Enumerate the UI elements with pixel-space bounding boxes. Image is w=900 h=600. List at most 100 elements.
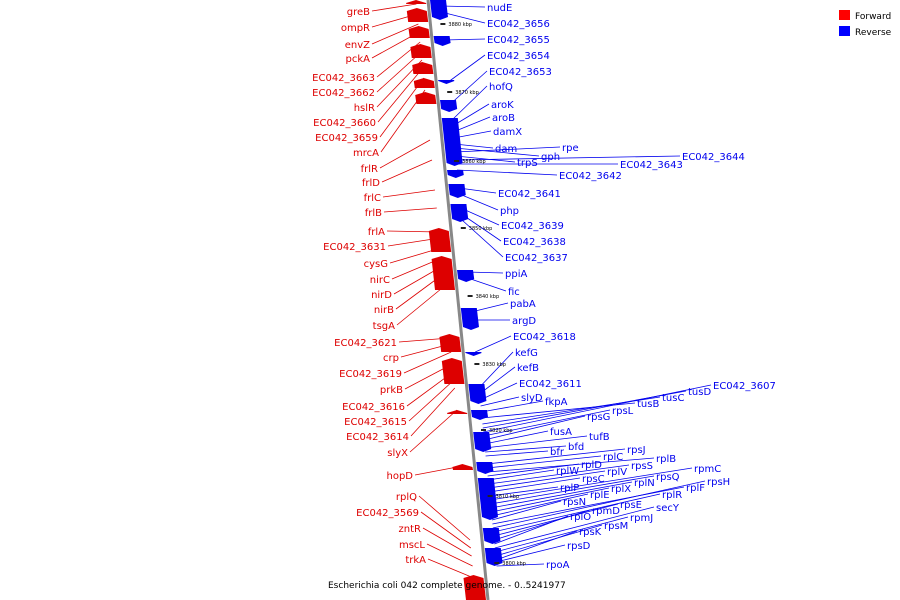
reverse-connector xyxy=(451,85,488,121)
reverse-gene-block xyxy=(450,204,469,222)
legend: Forward Reverse xyxy=(839,10,892,38)
forward-gene-label: EC042_3659 xyxy=(315,133,378,144)
forward-gene-label: frlD xyxy=(362,178,380,189)
forward-gene-label: greB xyxy=(347,7,370,18)
reverse-connector xyxy=(484,435,588,449)
forward-gene-label: EC042_3662 xyxy=(312,88,375,99)
reverse-gene-label: trpS xyxy=(517,158,538,169)
reverse-gene-block xyxy=(484,548,503,566)
tick-label: 3860 kbp xyxy=(462,159,486,165)
reverse-connector xyxy=(454,143,494,149)
reverse-gene-block xyxy=(482,528,501,544)
reverse-connector xyxy=(489,477,581,493)
forward-gene-label: zntR xyxy=(399,524,422,535)
reverse-gene-block xyxy=(447,170,464,178)
forward-gene-block xyxy=(439,334,462,352)
reverse-gene-label: tufB xyxy=(589,432,610,443)
tick-label: 3880 kbp xyxy=(448,22,472,28)
reverse-gene-block xyxy=(471,410,488,420)
reverse-gene-block xyxy=(476,462,494,474)
reverse-gene-label: hofQ xyxy=(489,82,513,93)
tick-label: 3840 kbp xyxy=(476,294,500,300)
forward-connector xyxy=(376,51,422,93)
reverse-connector xyxy=(480,396,520,407)
reverse-gene-block xyxy=(468,384,487,404)
forward-gene-label: trkA xyxy=(405,555,426,566)
forward-gene-label: nirC xyxy=(370,275,390,286)
forward-gene-block xyxy=(412,62,434,74)
reverse-connector xyxy=(486,455,602,469)
forward-gene-label: ompR xyxy=(341,23,370,34)
reverse-gene-label: EC042_3655 xyxy=(487,35,550,46)
reverse-gene-block xyxy=(457,270,475,282)
reverse-gene-label: rpsE xyxy=(620,500,642,511)
reverse-connector xyxy=(441,11,486,24)
reverse-connector xyxy=(483,384,712,433)
reverse-connector xyxy=(487,469,555,481)
forward-gene-label: EC042_3619 xyxy=(339,369,402,380)
forward-gene-block xyxy=(431,256,455,290)
reverse-gene-label: rplF xyxy=(686,483,705,494)
reverse-connector xyxy=(481,402,636,419)
reverse-gene-label: rpsG xyxy=(587,412,610,423)
genome-backbone xyxy=(426,0,490,600)
reverse-connector xyxy=(475,335,512,353)
reverse-connector xyxy=(443,38,486,41)
reverse-gene-label: rpsH xyxy=(707,477,730,488)
reverse-connector xyxy=(485,450,549,457)
reverse-gene-label: rplN xyxy=(634,478,655,489)
forward-gene-label: frlC xyxy=(364,193,381,204)
reverse-gene-block xyxy=(477,478,498,520)
forward-connector xyxy=(403,351,452,374)
reverse-gene-label: rplO xyxy=(570,512,591,523)
forward-gene-label: frlA xyxy=(368,227,385,238)
reverse-connector xyxy=(481,400,544,413)
reverse-gene-label: rpoA xyxy=(546,560,570,571)
reverse-gene-label: ppiA xyxy=(505,269,527,280)
forward-gene-label: EC042_3569 xyxy=(356,508,419,519)
tick-label: 3870 kbp xyxy=(455,90,479,96)
tick-mark xyxy=(494,562,500,564)
reverse-connector xyxy=(491,493,589,517)
reverse-gene-label: rplW xyxy=(556,466,579,477)
reverse-gene-block xyxy=(433,36,451,46)
reverse-gene-block xyxy=(460,308,479,330)
reverse-gene-label: bfd xyxy=(568,442,584,453)
reverse-connector xyxy=(455,155,516,163)
reverse-gene-label: damX xyxy=(493,127,522,138)
forward-gene-block xyxy=(463,575,486,600)
forward-gene-label: EC042_3615 xyxy=(344,417,407,428)
reverse-connector xyxy=(483,415,586,441)
reverse-gene-label: rpmD xyxy=(592,506,620,517)
reverse-gene-label: aroK xyxy=(491,100,514,111)
reverse-gene-label: rpsQ xyxy=(656,472,680,483)
forward-connector xyxy=(382,189,436,198)
tick-mark xyxy=(467,295,473,297)
legend-swatch-forward xyxy=(839,10,850,20)
reverse-gene-label: rpsK xyxy=(579,527,602,538)
reverse-gene-label: nudE xyxy=(487,3,512,14)
reverse-gene-label: EC042_3641 xyxy=(498,189,561,200)
reverse-gene-label: rpsN xyxy=(563,497,586,508)
forward-gene-label: EC042_3616 xyxy=(342,402,405,413)
reverse-gene-label: EC042_3653 xyxy=(489,67,552,78)
tick-label: 3830 kbp xyxy=(482,362,506,368)
reverse-connector xyxy=(492,486,685,525)
forward-connector xyxy=(381,159,433,183)
reverse-connector xyxy=(484,430,549,445)
forward-gene-block xyxy=(413,78,435,88)
forward-gene-block xyxy=(428,228,452,252)
forward-gene-label: nirD xyxy=(371,290,392,301)
reverse-gene-label: EC042_3607 xyxy=(713,381,776,392)
forward-gene-block xyxy=(408,26,430,38)
reverse-connector xyxy=(489,486,559,497)
reverse-connector xyxy=(454,147,540,157)
reverse-connector xyxy=(495,530,578,561)
reverse-gene-label: tusC xyxy=(662,393,684,404)
reverse-gene-label: EC042_3611 xyxy=(519,379,582,390)
reverse-connector xyxy=(478,351,514,389)
forward-gene-block xyxy=(441,358,465,384)
reverse-gene-label: php xyxy=(500,206,519,217)
reverse-gene-label: rpsS xyxy=(631,461,653,472)
